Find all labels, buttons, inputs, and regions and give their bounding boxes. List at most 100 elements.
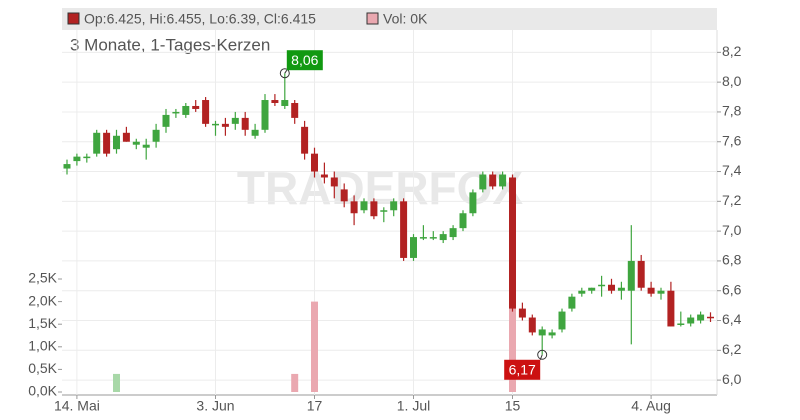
y-tick-label: 6,2 [722, 341, 742, 357]
candle-body [489, 174, 497, 187]
candle-body [360, 201, 368, 211]
x-tick-label: 17 [307, 398, 323, 414]
candle-body [479, 174, 487, 190]
volume-tick-label: 2,0K [28, 292, 57, 308]
candle-body [410, 237, 417, 258]
candle-body [400, 201, 408, 258]
header-volume: Vol: 0K [383, 11, 428, 27]
candle-body [667, 290, 675, 327]
candle-body [390, 201, 398, 211]
candle-body [627, 260, 635, 291]
candle-body [281, 100, 289, 106]
candle-body [370, 201, 378, 217]
candle-body [657, 290, 665, 294]
candle-body [617, 287, 625, 291]
candle-body [192, 105, 200, 109]
x-tick-label: 15 [505, 398, 521, 414]
candle-body [202, 100, 210, 124]
volume-tick-label: 1,5K [28, 315, 57, 331]
annotation-box [286, 50, 323, 71]
candle-body [142, 144, 150, 148]
x-tick-label: 3. Jun [196, 398, 234, 414]
y-tick-label: 8,2 [722, 43, 742, 59]
candle-body [350, 201, 358, 214]
candle-body [340, 189, 348, 202]
x-tick-label: 14. Mai [54, 398, 100, 414]
candle-body [93, 132, 101, 154]
candle-body [103, 132, 111, 154]
candle-body [449, 228, 457, 238]
candle-body [558, 311, 566, 330]
candle-body [311, 153, 318, 172]
candle-body [419, 237, 427, 239]
volume-bar [311, 301, 318, 392]
y-tick-label: 7,8 [722, 103, 742, 119]
y-tick-label: 6,6 [722, 281, 742, 297]
candle-body [637, 260, 645, 288]
y-tick-label: 6,8 [722, 252, 742, 268]
candle-body [271, 100, 279, 103]
candle-body [707, 316, 714, 319]
grid [62, 30, 717, 395]
candle-body [291, 103, 299, 118]
volume-tick-label: 1,0K [28, 338, 57, 354]
candle-body [429, 237, 437, 239]
candle-body [251, 129, 259, 136]
candle-body [162, 114, 170, 127]
candle-body [439, 234, 447, 241]
candle-body [221, 123, 229, 127]
candle-body [568, 296, 576, 309]
annotation-marker [279, 68, 290, 79]
volume-tick-label: 0,5K [28, 360, 57, 376]
y-tick-label: 7,4 [722, 162, 742, 178]
y-tick-label: 8,0 [722, 73, 742, 89]
ohlc-swatch [67, 12, 80, 25]
candle-body [301, 126, 309, 154]
annotation-leader [539, 354, 543, 360]
candle-body [469, 192, 477, 214]
marks: 8,06 6,17 [63, 50, 714, 392]
x-tick-label: 1. Jul [397, 398, 430, 414]
candle-body [231, 117, 239, 124]
candle-body [83, 156, 91, 159]
candle-body [518, 308, 526, 318]
candle-body [578, 290, 586, 294]
candle-body [459, 213, 467, 229]
y-tick-label: 6,4 [722, 311, 742, 327]
volume-bar [113, 373, 120, 392]
annotation-leader [284, 69, 288, 74]
volume-bar [509, 306, 516, 392]
candle-body [548, 332, 556, 336]
y-tick-label: 7,0 [722, 222, 742, 238]
candle-body [63, 164, 71, 169]
subtitle: 3 Monate, 1-Tages-Kerzen [70, 35, 270, 54]
candle-body [212, 123, 219, 126]
candle-body [528, 317, 536, 333]
candle-body [687, 317, 695, 324]
candle-body [261, 100, 269, 130]
candle-body [122, 132, 130, 142]
x-tick-label: 4. Aug [631, 398, 671, 414]
candle-body [598, 284, 606, 287]
volume-tick-label: 2,5K [28, 270, 57, 286]
candle-body [608, 284, 615, 291]
header-ohlc: Op:6.425, Hi:6.455, Lo:6.39, Cl:6.415 [84, 11, 316, 27]
annotation-label: 6,17 [509, 361, 536, 377]
candle-body [677, 323, 685, 325]
y-tick-label: 6,0 [722, 371, 742, 387]
candle-body [113, 135, 120, 150]
candle-body [499, 174, 507, 187]
candle-body [647, 287, 655, 294]
candle-body [152, 129, 160, 142]
header-bar [62, 8, 717, 30]
volume-bar [291, 373, 299, 392]
volume-tick-label: 0,0K [28, 383, 57, 399]
candle-body [73, 156, 81, 162]
candle-body [697, 314, 705, 321]
candle-body [172, 111, 180, 114]
candle-body [132, 141, 140, 145]
candle-body [241, 117, 249, 130]
y-tick-label: 7,2 [722, 192, 742, 208]
